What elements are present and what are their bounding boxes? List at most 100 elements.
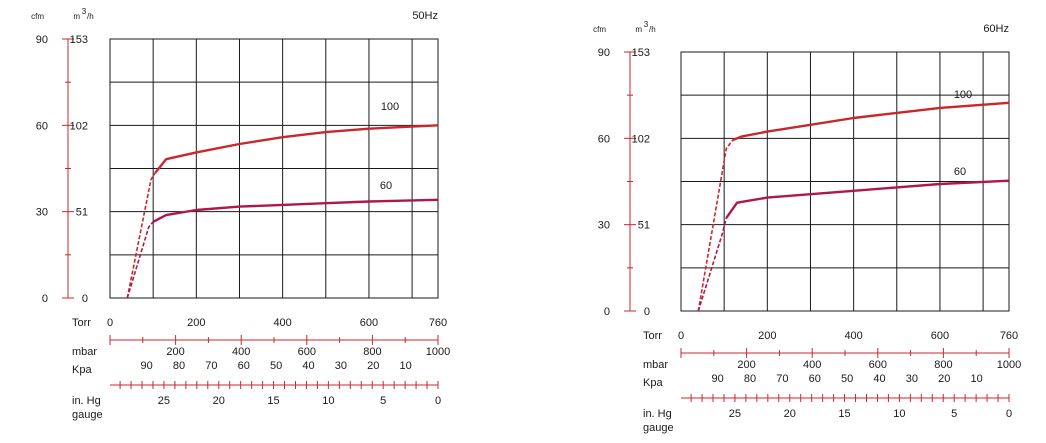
- torr-tick-label: 200: [758, 330, 776, 342]
- inhg-tick-label: 5: [380, 395, 386, 407]
- kpa-tick-label: 10: [971, 373, 983, 385]
- y-tick-label-cfm: 60: [598, 133, 610, 145]
- torr-tick-label: 760: [429, 317, 447, 329]
- torr-tick-label: 400: [273, 317, 291, 329]
- mbar-tick-label: 200: [166, 346, 184, 358]
- y-tick-label-cfm: 60: [36, 120, 48, 132]
- series-line-100: [154, 124, 439, 174]
- series-line-dashed-100: [697, 139, 734, 312]
- kpa-tick-label: 40: [302, 360, 314, 372]
- y-tick-label-cfm: 90: [36, 34, 48, 46]
- y-tick-label-cfm: 30: [598, 220, 610, 232]
- mbar-tick-label: 600: [298, 346, 316, 358]
- y-tick-label-m3h: 51: [638, 220, 650, 232]
- kpa-tick-label: 90: [141, 360, 153, 372]
- series-line-60: [152, 198, 439, 223]
- inhg-label: in. Hg: [643, 408, 672, 420]
- gauge-label: gauge: [72, 409, 103, 421]
- chart-title: 60Hz: [983, 23, 1009, 35]
- unit-per-hour: /h: [649, 25, 656, 34]
- y-tick-label-m3h: 51: [76, 207, 88, 219]
- unit-per-hour: /h: [87, 12, 94, 21]
- mbar-tick-label: 600: [869, 359, 887, 371]
- y-tick-label-cfm: 30: [36, 207, 48, 219]
- series-line-dashed-60: [697, 217, 728, 312]
- gauge-label: gauge: [643, 422, 674, 434]
- inhg-tick-label: 25: [158, 395, 170, 407]
- torr-label: Torr: [643, 330, 662, 342]
- inhg-label: in. Hg: [72, 395, 101, 407]
- unit-m: m: [635, 25, 642, 34]
- y-tick-label-cfm: 90: [598, 47, 610, 59]
- series-line-100: [732, 101, 1010, 142]
- unit-m: m: [73, 12, 80, 21]
- mbar-label: mbar: [72, 346, 97, 358]
- kpa-tick-label: 10: [400, 360, 412, 372]
- series-label-100: 100: [381, 101, 399, 113]
- series-label-60: 60: [954, 166, 966, 178]
- y-tick-label-m3h: 0: [82, 293, 88, 305]
- torr-tick-label: 600: [931, 330, 949, 342]
- chart-title: 50Hz: [412, 10, 438, 22]
- kpa-tick-label: 20: [367, 360, 379, 372]
- torr-tick-label: 0: [107, 317, 113, 329]
- kpa-tick-label: 80: [173, 360, 185, 372]
- series-label-100: 100: [954, 89, 972, 101]
- y-tick-label-m3h: 153: [632, 47, 650, 59]
- torr-tick-label: 400: [844, 330, 862, 342]
- mbar-tick-label: 800: [363, 346, 381, 358]
- mbar-tick-label: 1000: [426, 346, 450, 358]
- mbar-tick-label: 400: [232, 346, 250, 358]
- mbar-tick-label: 1000: [997, 359, 1021, 371]
- kpa-tick-label: 50: [270, 360, 282, 372]
- kpa-label: Kpa: [72, 364, 92, 376]
- inhg-tick-label: 0: [435, 395, 441, 407]
- kpa-tick-label: 70: [205, 360, 217, 372]
- series-label-60: 60: [380, 180, 392, 192]
- mbar-label: mbar: [643, 359, 668, 371]
- inhg-tick-label: 10: [322, 395, 334, 407]
- inhg-tick-label: 25: [729, 408, 741, 420]
- kpa-label: Kpa: [643, 377, 663, 389]
- kpa-tick-label: 90: [712, 373, 724, 385]
- y-tick-label-cfm: 0: [42, 293, 48, 305]
- inhg-tick-label: 15: [267, 395, 279, 407]
- torr-label: Torr: [72, 317, 91, 329]
- kpa-tick-label: 60: [238, 360, 250, 372]
- mbar-tick-label: 800: [934, 359, 952, 371]
- kpa-tick-label: 30: [906, 373, 918, 385]
- kpa-tick-label: 40: [873, 373, 885, 385]
- inhg-tick-label: 10: [893, 408, 905, 420]
- kpa-tick-label: 70: [776, 373, 788, 385]
- kpa-tick-label: 20: [938, 373, 950, 385]
- inhg-tick-label: 20: [784, 408, 796, 420]
- torr-tick-label: 760: [1000, 330, 1018, 342]
- y-tick-label-cfm: 0: [604, 306, 610, 318]
- series-line-dashed-100: [126, 172, 156, 299]
- torr-tick-label: 600: [360, 317, 378, 329]
- kpa-tick-label: 60: [809, 373, 821, 385]
- inhg-tick-label: 0: [1006, 408, 1012, 420]
- unit-superscript-3: 3: [644, 20, 649, 29]
- y-tick-label-m3h: 102: [70, 120, 88, 132]
- inhg-tick-label: 5: [951, 408, 957, 420]
- unit-cfm: cfm: [593, 25, 606, 34]
- kpa-tick-label: 50: [841, 373, 853, 385]
- y-tick-label-m3h: 153: [70, 34, 88, 46]
- series-line-60: [725, 179, 1010, 219]
- kpa-tick-label: 80: [744, 373, 756, 385]
- unit-cfm: cfm: [31, 12, 44, 21]
- kpa-tick-label: 30: [335, 360, 347, 372]
- y-tick-label-m3h: 0: [644, 306, 650, 318]
- series-line-dashed-60: [126, 221, 154, 299]
- inhg-tick-label: 15: [838, 408, 850, 420]
- unit-superscript-3: 3: [82, 7, 87, 16]
- y-tick-label-m3h: 102: [632, 133, 650, 145]
- mbar-tick-label: 400: [803, 359, 821, 371]
- inhg-tick-label: 20: [213, 395, 225, 407]
- torr-tick-label: 200: [187, 317, 205, 329]
- torr-tick-label: 0: [678, 330, 684, 342]
